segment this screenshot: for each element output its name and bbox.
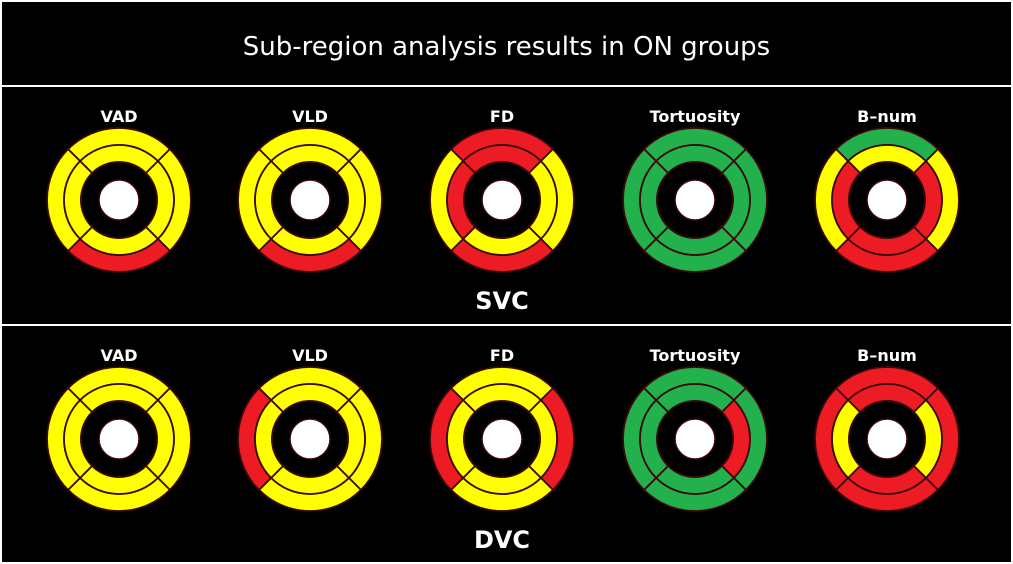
group-label: SVC: [475, 287, 529, 315]
sector-chart: [46, 366, 192, 512]
figure-title: Sub-region analysis results in ON groups: [242, 32, 771, 62]
chart-label: B–num: [857, 346, 917, 365]
chart-label: VAD: [100, 346, 138, 365]
center-circle: [866, 179, 908, 221]
chart-label: VAD: [100, 107, 138, 126]
chart-label: Tortuosity: [649, 346, 741, 365]
title-panel: Sub-region analysis results in ON groups: [2, 2, 1011, 85]
center-circle: [98, 179, 140, 221]
inner-ring-border: [463, 161, 541, 239]
center-circle: [289, 179, 331, 221]
chart-label: Tortuosity: [649, 107, 741, 126]
center-circle: [481, 418, 523, 460]
chart-label: VLD: [292, 107, 328, 126]
chart-label: B–num: [857, 107, 917, 126]
center-circle: [98, 418, 140, 460]
chart-label: VLD: [292, 346, 328, 365]
center-circle: [674, 179, 716, 221]
sector-chart: [622, 366, 768, 512]
inner-ring-border: [271, 161, 349, 239]
inner-ring-border: [848, 161, 926, 239]
svc-panel: VAD VLD FD Tortuosity B–num SVC: [2, 87, 1011, 324]
sector-chart: [814, 366, 960, 512]
center-circle: [289, 418, 331, 460]
center-circle: [866, 418, 908, 460]
inner-ring-border: [80, 400, 158, 478]
center-circle: [481, 179, 523, 221]
chart-label: FD: [489, 346, 515, 365]
sector-chart: [429, 127, 575, 273]
inner-ring-border: [656, 161, 734, 239]
dvc-panel: VAD VLD FD Tortuosity B–num DVC: [2, 326, 1011, 562]
chart-label: FD: [489, 107, 515, 126]
sector-chart: [814, 127, 960, 273]
sector-chart: [429, 366, 575, 512]
inner-ring-border: [463, 400, 541, 478]
group-label: DVC: [473, 526, 531, 554]
sector-chart: [237, 127, 383, 273]
inner-ring-border: [80, 161, 158, 239]
sector-chart: [237, 366, 383, 512]
inner-ring-border: [656, 400, 734, 478]
inner-ring-border: [848, 400, 926, 478]
sector-chart: [46, 127, 192, 273]
sector-chart: [622, 127, 768, 273]
center-circle: [674, 418, 716, 460]
inner-ring-border: [271, 400, 349, 478]
